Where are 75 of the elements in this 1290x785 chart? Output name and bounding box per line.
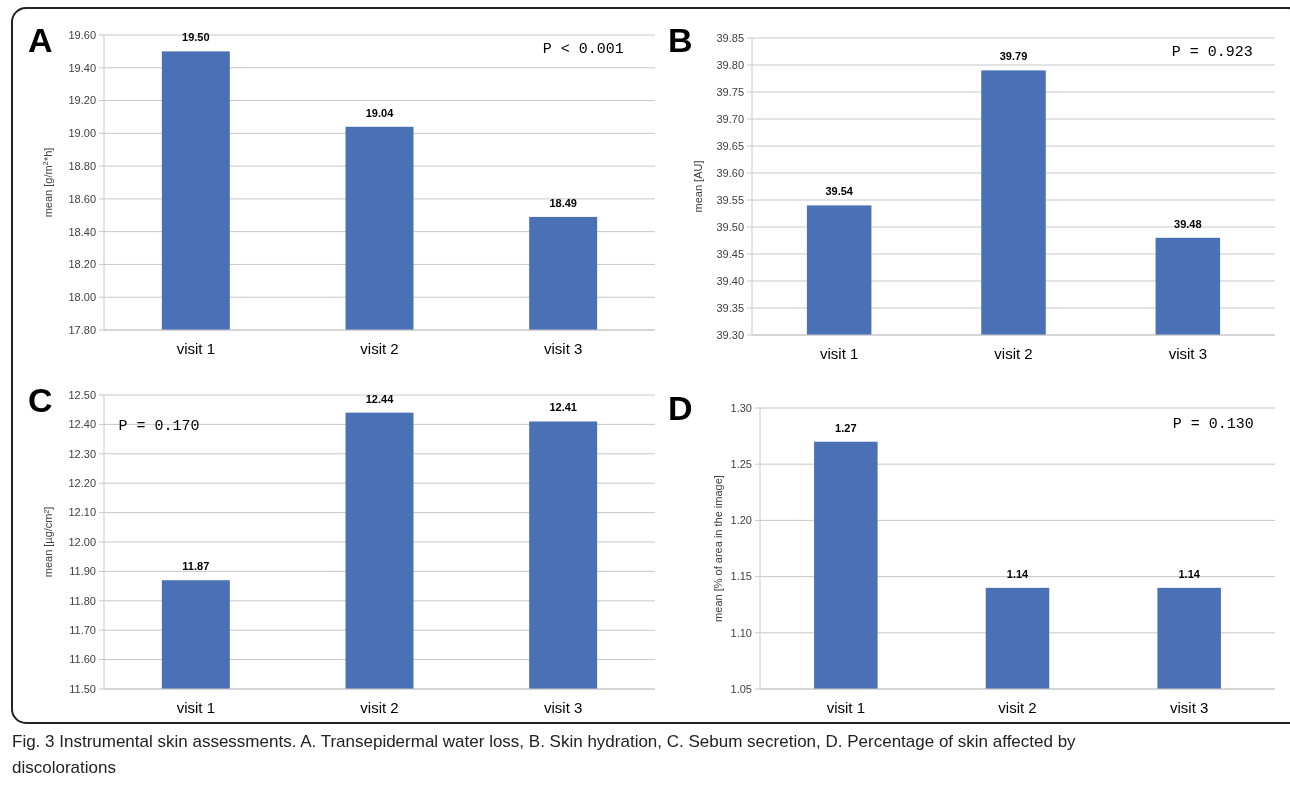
y-axis-title: mean [µg/cm²]	[42, 506, 54, 578]
y-tick-label: 17.80	[68, 323, 96, 336]
data-label: 39.48	[1174, 217, 1202, 230]
y-tick-label: 19.60	[68, 28, 96, 41]
y-tick-label: 11.80	[69, 594, 96, 607]
y-tick-label: 18.00	[68, 291, 96, 304]
annotation: P < 0.001	[542, 40, 624, 58]
caption: Fig. 3 Instrumental skin assessments. A. Transepidermal water loss, B. Skin hydration, C. Sebum secretion, D. Percentage of skin affected by discolorations	[12, 732, 1077, 777]
x-tick-label: visit 3	[1169, 699, 1209, 716]
x-tick-label: visit 2	[360, 699, 399, 716]
y-axis-title: mean [AU]	[692, 160, 704, 213]
y-tick-label: 1.05	[730, 682, 752, 695]
y-tick-label: 39.60	[716, 166, 744, 179]
data-label: 1.27	[835, 421, 857, 434]
x-tick-label: visit 3	[1168, 345, 1208, 362]
data-label: 1.14	[1006, 567, 1030, 580]
y-tick-label: 1.10	[730, 626, 752, 639]
y-tick-label: 18.20	[68, 258, 96, 271]
data-label: 39.79	[999, 50, 1028, 63]
chart-title: B	[668, 21, 693, 59]
y-tick-label: 1.25	[730, 458, 752, 471]
y-tick-label: 39.65	[716, 139, 744, 152]
y-tick-label: 18.80	[68, 159, 96, 172]
y-tick-label: 19.40	[68, 61, 96, 74]
y-tick-label: 39.80	[716, 58, 744, 71]
y-tick-label: 12.00	[68, 535, 96, 548]
x-tick-label: visit 2	[994, 345, 1033, 362]
x-tick-label: visit 1	[176, 699, 216, 716]
y-tick-label: 39.30	[716, 328, 744, 341]
x-tick-label: visit 2	[360, 340, 399, 357]
annotation: P = 0.170	[118, 418, 200, 436]
y-axis-title: mean [% of area in the image]	[712, 475, 724, 622]
x-tick-label: visit 2	[998, 699, 1037, 716]
y-tick-label: 39.50	[716, 220, 744, 233]
x-tick-label: visit 1	[819, 345, 859, 362]
y-tick-label: 39.85	[716, 31, 744, 44]
annotation: P = 0.130	[1172, 415, 1254, 433]
y-tick-label: 12.10	[68, 506, 96, 519]
data-label: 12.41	[549, 401, 577, 414]
y-tick-label: 39.45	[716, 247, 744, 260]
y-tick-label: 18.60	[68, 192, 96, 205]
y-tick-label: 11.70	[69, 624, 96, 637]
y-tick-label: 39.40	[716, 274, 744, 287]
x-tick-label: visit 3	[543, 340, 583, 357]
y-tick-label: 1.20	[730, 514, 752, 527]
y-tick-label: 39.75	[716, 85, 744, 98]
chart-title: D	[668, 389, 693, 427]
y-tick-label: 1.15	[730, 570, 752, 583]
data-label: 18.49	[549, 196, 577, 209]
y-tick-label: 11.60	[69, 653, 96, 666]
annotation: P = 0.923	[1171, 43, 1253, 61]
chart-title: C	[28, 381, 53, 419]
y-tick-label: 19.00	[68, 127, 96, 140]
y-tick-label: 12.50	[68, 388, 96, 401]
y-tick-label: 12.40	[68, 418, 96, 431]
y-tick-label: 11.50	[69, 682, 96, 695]
data-label: 19.04	[365, 106, 395, 119]
x-tick-label: visit 1	[176, 340, 216, 357]
data-label: 11.87	[182, 560, 210, 573]
y-tick-label: 18.40	[68, 225, 96, 238]
y-tick-label: 1.30	[730, 401, 752, 414]
y-tick-label: 39.70	[716, 112, 744, 125]
data-label: 19.50	[182, 31, 210, 44]
x-tick-label: visit 1	[826, 699, 866, 716]
y-tick-label: 12.20	[68, 477, 96, 490]
y-tick-label: 12.30	[68, 447, 96, 460]
y-tick-label: 11.90	[69, 565, 96, 578]
data-label: 39.54	[825, 185, 854, 198]
data-label: 12.44	[365, 392, 395, 405]
chart-title: A	[28, 21, 53, 59]
y-tick-label: 39.55	[716, 193, 744, 206]
y-tick-label: 39.35	[716, 301, 744, 314]
data-label: 1.14	[1178, 567, 1201, 580]
x-tick-label: visit 3	[543, 699, 583, 716]
y-tick-label: 19.20	[68, 94, 96, 107]
